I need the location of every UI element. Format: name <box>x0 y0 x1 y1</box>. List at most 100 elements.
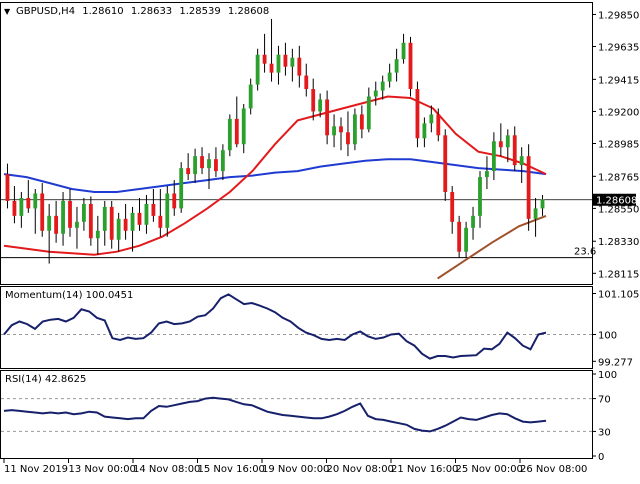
candle-body[interactable] <box>457 221 462 252</box>
ma-red-line[interactable] <box>3 95 547 256</box>
candle-body[interactable] <box>332 126 336 136</box>
candle-body[interactable] <box>325 99 330 136</box>
ma-blue-line[interactable] <box>3 158 547 193</box>
candle-body[interactable] <box>491 141 496 172</box>
time-tick-label: 13 Nov 00:00 <box>69 464 136 475</box>
candle-body[interactable] <box>144 203 149 225</box>
rsi-tick-label: 100 <box>598 370 617 381</box>
candle-body[interactable] <box>158 215 163 228</box>
rsi-line[interactable] <box>3 396 547 433</box>
candle-body[interactable] <box>471 215 475 228</box>
candle-body[interactable] <box>380 81 385 91</box>
candle-body[interactable] <box>485 171 489 178</box>
candle-body[interactable] <box>311 89 316 112</box>
candle-body[interactable] <box>234 118 239 145</box>
candle-body[interactable] <box>540 199 545 209</box>
candle-body[interactable] <box>290 57 295 67</box>
candle-body[interactable] <box>436 114 441 136</box>
price-tick-label: 1.28765 <box>598 172 639 183</box>
candle-body[interactable] <box>498 141 503 148</box>
candle-body[interactable] <box>207 159 211 169</box>
price-tick-label: 1.29635 <box>598 43 639 54</box>
candle-body[interactable] <box>200 156 204 169</box>
candle-body[interactable] <box>339 126 343 133</box>
candle-body[interactable] <box>387 72 392 82</box>
open-value: 1.28610 <box>82 6 123 17</box>
candle-body[interactable] <box>318 99 323 112</box>
candle-body[interactable] <box>40 193 45 231</box>
time-tick-label: 11 Nov 2019 <box>4 464 68 475</box>
candle-body[interactable] <box>214 159 218 172</box>
candle-body[interactable] <box>137 212 142 225</box>
candle-body[interactable] <box>346 132 350 145</box>
price-layer: 23.6 <box>1 18 596 280</box>
candle-body[interactable] <box>533 208 538 219</box>
candle-body[interactable] <box>47 215 52 231</box>
time-tick-label: 19 Nov 00:00 <box>262 464 329 475</box>
candle-body[interactable] <box>61 200 65 234</box>
candle-body[interactable] <box>464 227 469 252</box>
candle-body[interactable] <box>151 203 156 216</box>
rsi-title: RSI(14) 42.8625 <box>5 374 86 385</box>
collapse-triangle-icon[interactable]: ▼ <box>4 7 11 16</box>
candle-body[interactable] <box>54 215 59 234</box>
candle-body[interactable] <box>505 135 510 148</box>
candle-body[interactable] <box>478 177 482 216</box>
candle-body[interactable] <box>81 203 86 222</box>
candle-body[interactable] <box>519 156 524 166</box>
candle-body[interactable] <box>526 156 531 219</box>
candle-body[interactable] <box>68 200 72 228</box>
candle-body[interactable] <box>109 206 114 240</box>
candle-body[interactable] <box>19 197 24 216</box>
time-tick-label: 25 Nov 00:00 <box>456 464 523 475</box>
candle-body[interactable] <box>408 42 413 90</box>
momentum-tick-label: 101.1059 <box>598 289 640 300</box>
candle-body[interactable] <box>422 123 427 139</box>
candle-body[interactable] <box>33 193 38 209</box>
momentum-line[interactable] <box>3 293 547 360</box>
candle-body[interactable] <box>269 63 274 73</box>
candle-body[interactable] <box>304 75 309 90</box>
candle-body[interactable] <box>450 191 455 222</box>
candle-body[interactable] <box>394 59 399 73</box>
candle-body[interactable] <box>12 200 17 216</box>
candle-body[interactable] <box>172 193 177 209</box>
time-tick-label: 14 Nov 08:00 <box>133 464 200 475</box>
candle-body[interactable] <box>359 114 364 130</box>
candle-body[interactable] <box>116 218 121 240</box>
candle-body[interactable] <box>373 90 378 97</box>
candle-body[interactable] <box>227 118 232 151</box>
candle-body[interactable] <box>193 156 198 175</box>
candle-body[interactable] <box>220 150 225 172</box>
candle-body[interactable] <box>179 168 184 209</box>
candle-body[interactable] <box>88 203 93 239</box>
candle-body[interactable] <box>255 54 260 85</box>
candle-body[interactable] <box>26 197 31 209</box>
candle-body[interactable] <box>123 218 128 231</box>
candle-body[interactable] <box>165 193 170 228</box>
candle-body[interactable] <box>352 114 357 145</box>
ma-brown-line[interactable] <box>437 214 547 280</box>
candle-body[interactable] <box>283 54 288 67</box>
candle-body[interactable] <box>130 212 135 231</box>
close-value: 1.28608 <box>228 6 269 17</box>
candle-body[interactable] <box>443 135 448 192</box>
candle-body[interactable] <box>415 89 420 139</box>
candle-body[interactable] <box>95 230 100 239</box>
candle-body[interactable] <box>241 108 246 145</box>
candle-body[interactable] <box>102 206 107 231</box>
candle-body[interactable] <box>262 54 267 64</box>
rsi-panel-frame <box>0 370 593 459</box>
candle-body[interactable] <box>5 174 10 201</box>
candle-body[interactable] <box>512 135 517 166</box>
candle-body[interactable] <box>248 84 253 109</box>
candle-body[interactable] <box>186 168 191 175</box>
rsi-layer <box>1 396 592 433</box>
candle-body[interactable] <box>276 54 281 73</box>
candle-body[interactable] <box>401 42 406 60</box>
candle-body[interactable] <box>429 114 434 124</box>
candle-body[interactable] <box>366 96 371 130</box>
candle-body[interactable] <box>297 57 302 76</box>
candle-body[interactable] <box>75 221 79 228</box>
